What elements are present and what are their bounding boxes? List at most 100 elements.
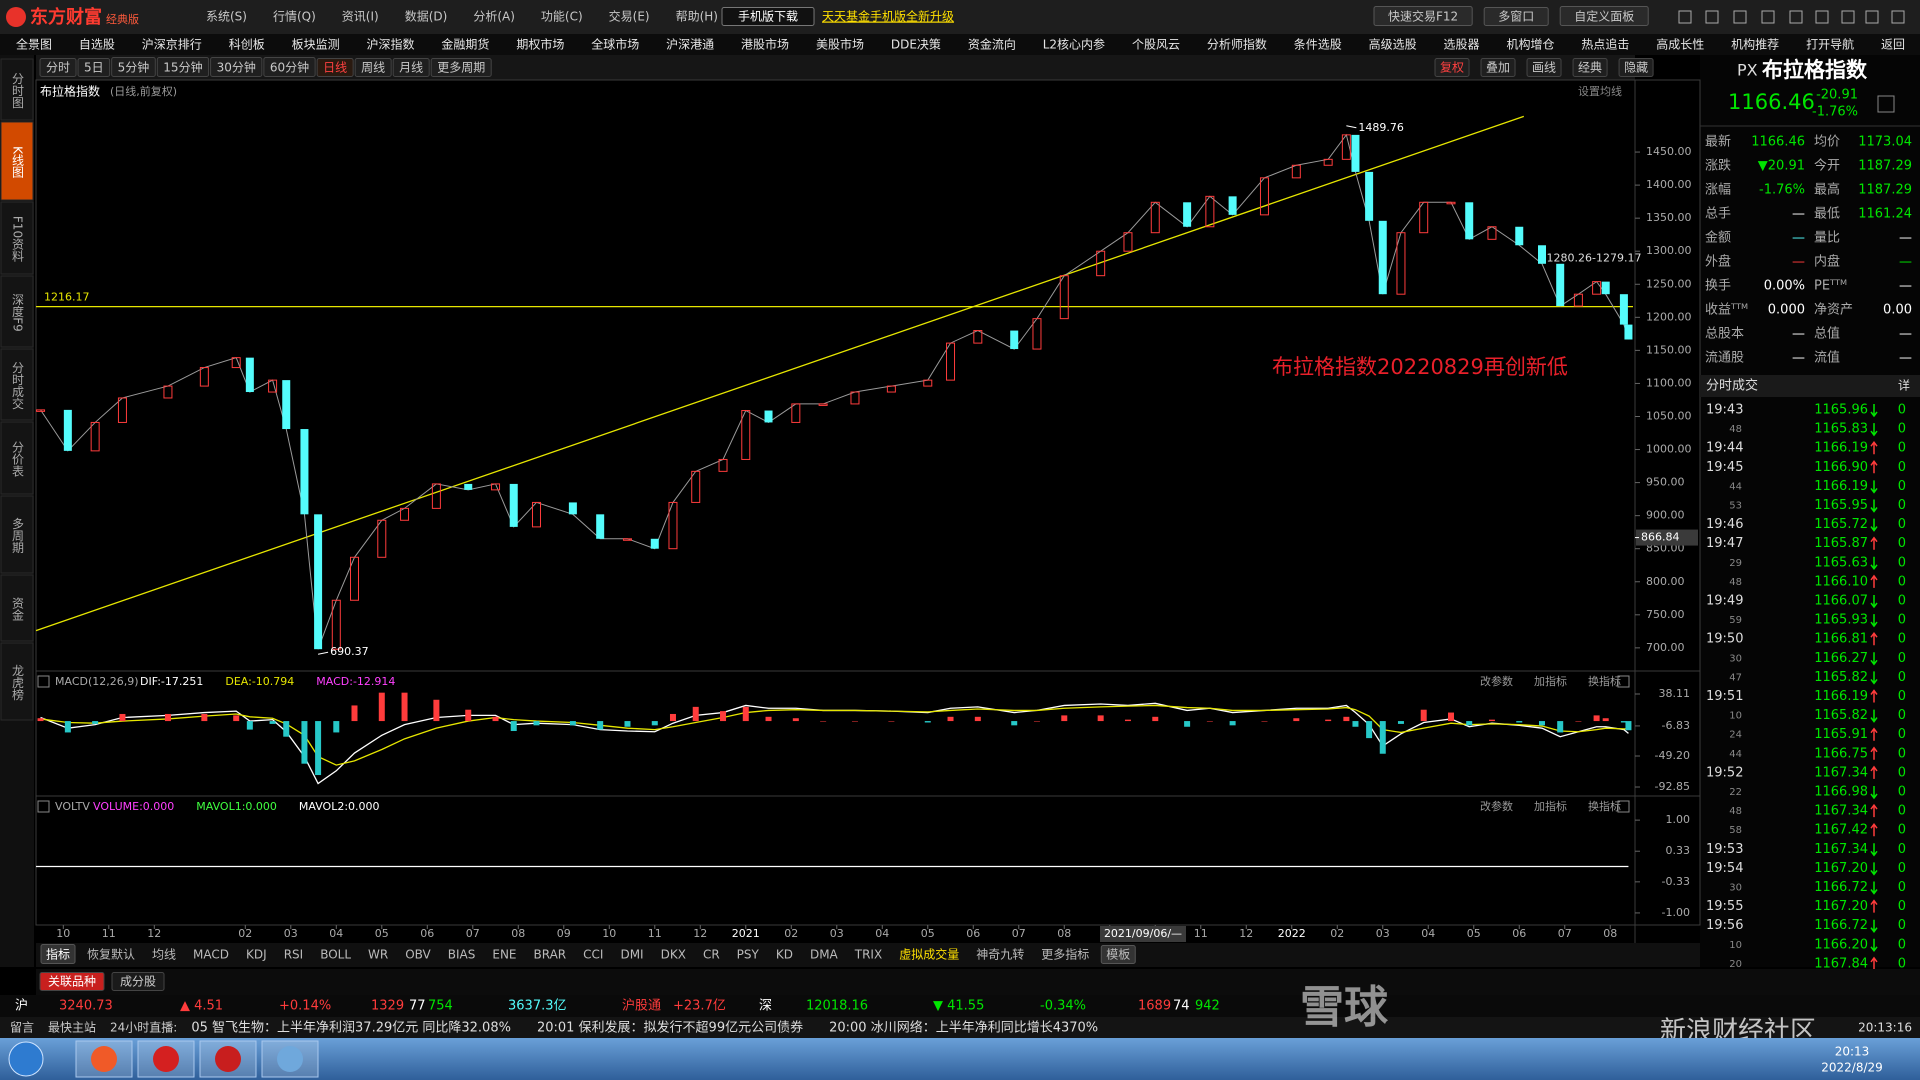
pane-button[interactable]: 换指标 [1588, 799, 1621, 813]
nav-item[interactable]: 打开导航 [1806, 37, 1854, 52]
chart-tool[interactable]: 经典 [1578, 61, 1602, 75]
window-icon[interactable] [1761, 10, 1775, 24]
nav-item[interactable]: 沪深指数 [367, 37, 415, 52]
period-button[interactable]: 5日 [84, 61, 104, 75]
side-tab[interactable]: 资金 [11, 597, 25, 621]
news-link[interactable]: 留言 [10, 1021, 34, 1035]
menu-item[interactable]: 系统(S) [206, 10, 247, 24]
side-tab[interactable]: 多周期 [11, 517, 25, 553]
nav-item[interactable]: 返回 [1881, 38, 1905, 52]
menu-item[interactable]: 功能(C) [541, 10, 583, 24]
pane-button[interactable]: 改参数 [1480, 799, 1513, 813]
period-button[interactable]: 更多周期 [437, 61, 485, 75]
indicator-tab[interactable]: 神奇九转 [976, 947, 1024, 962]
nav-item[interactable]: 全景图 [16, 37, 52, 52]
chart-tool[interactable]: 画线 [1532, 61, 1556, 75]
pane-button[interactable]: 加指标 [1534, 674, 1567, 688]
news-link[interactable]: 24小时直播: [110, 1021, 177, 1035]
menu-item[interactable]: 资讯(I) [342, 10, 379, 24]
menu-item[interactable]: 分析(A) [473, 10, 515, 24]
indicator-tab[interactable]: KDJ [246, 948, 267, 962]
news-item[interactable]: 20:00 冰川网络：上半年净利同比增长4370% [829, 1020, 1098, 1036]
tool-button[interactable]: 多窗口 [1498, 10, 1534, 24]
indicator-tab[interactable]: DMA [810, 948, 839, 962]
menu-item[interactable]: 交易(E) [609, 9, 650, 24]
indicator-tab[interactable]: BIAS [448, 948, 476, 962]
side-tab[interactable]: K线图 [11, 146, 25, 178]
menu-item[interactable]: 行情(Q) [273, 10, 316, 24]
period-button[interactable]: 分时 [46, 61, 70, 75]
promo-button[interactable]: 手机版下载 [738, 10, 798, 24]
period-button[interactable]: 月线 [399, 61, 423, 75]
side-tab[interactable]: 分时图 [11, 72, 25, 108]
ma-settings[interactable]: 设置均线 [1578, 84, 1622, 98]
tool-button[interactable]: 快速交易F12 [1388, 9, 1458, 24]
chart-tool[interactable]: 复权 [1440, 61, 1464, 75]
indicator-tab[interactable]: RSI [284, 948, 304, 962]
news-link[interactable]: 最快主站 [48, 1021, 96, 1035]
indicator-tab[interactable]: DKX [661, 948, 686, 962]
nav-item[interactable]: 机构增仓 [1506, 37, 1554, 52]
app-icon[interactable] [215, 1046, 241, 1072]
nav-item[interactable]: 金融期货 [441, 37, 489, 52]
nav-item[interactable]: 自选股 [79, 38, 115, 52]
nav-item[interactable]: DDE决策 [891, 38, 941, 52]
window-icon[interactable] [1891, 10, 1905, 24]
period-button[interactable]: 5分钟 [118, 60, 150, 75]
period-button[interactable]: 60分钟 [270, 60, 309, 75]
nav-item[interactable]: 资金流向 [968, 37, 1016, 52]
period-button[interactable]: 日线 [323, 61, 347, 75]
nav-item[interactable]: 分析师指数 [1207, 37, 1267, 52]
period-button[interactable]: 15分钟 [163, 60, 202, 75]
app-icon[interactable] [91, 1046, 117, 1072]
nav-item[interactable]: 全球市场 [591, 37, 639, 52]
side-tab[interactable]: 分价表 [11, 441, 25, 477]
nav-item[interactable]: 高成长性 [1656, 37, 1704, 52]
indicator-tab[interactable]: 恢复默认 [87, 947, 135, 962]
window-icon[interactable] [1789, 10, 1803, 24]
indicator-tab[interactable]: CR [703, 948, 720, 962]
indicator-tab[interactable]: WR [368, 948, 388, 962]
indicator-tab[interactable]: OBV [405, 948, 431, 962]
indicator-tab[interactable]: BOLL [320, 948, 351, 962]
trades-detail[interactable]: 详 [1898, 378, 1910, 393]
window-icon[interactable] [1815, 10, 1829, 24]
indicator-tab[interactable]: DMI [620, 948, 643, 962]
promo-link[interactable]: 天天基金手机版全新升级 [822, 9, 954, 24]
period-button[interactable]: 30分钟 [217, 60, 256, 75]
nav-item[interactable]: 选股器 [1444, 38, 1480, 52]
indicator-tab[interactable]: 虚拟成交量 [899, 947, 959, 962]
indicator-tab[interactable]: 更多指标 [1041, 947, 1089, 962]
nav-item[interactable]: 科创板 [229, 38, 265, 52]
bottom-tab[interactable]: 成分股 [120, 975, 156, 989]
chart-tool[interactable]: 隐藏 [1624, 61, 1648, 75]
indicator-tab[interactable]: KD [776, 948, 793, 962]
pane-button[interactable]: 换指标 [1588, 674, 1621, 688]
indicator-tab[interactable]: ENE [492, 948, 516, 962]
indicator-tab[interactable]: MACD [193, 948, 229, 962]
nav-item[interactable]: 板块监测 [292, 38, 340, 52]
menu-item[interactable]: 帮助(H) [676, 10, 718, 24]
side-tab[interactable]: F10资料 [11, 216, 25, 262]
side-tab[interactable]: 分时成交 [11, 361, 25, 410]
window-icon[interactable] [1733, 10, 1747, 24]
app-icon[interactable] [153, 1046, 179, 1072]
window-icon[interactable] [1705, 10, 1719, 24]
window-icon[interactable] [1678, 10, 1692, 24]
indicator-tab[interactable]: 均线 [152, 948, 176, 962]
indicator-tab[interactable]: 模板 [1106, 948, 1130, 962]
nav-item[interactable]: 沪深京排行 [142, 38, 202, 52]
pane-button[interactable]: 加指标 [1534, 799, 1567, 813]
nav-item[interactable]: 机构推荐 [1731, 37, 1779, 52]
tool-button[interactable]: 自定义面板 [1574, 9, 1634, 24]
news-item[interactable]: 20:01 保利发展：拟发行不超99亿元公司债券 [537, 1020, 803, 1036]
chart-tool[interactable]: 叠加 [1486, 61, 1510, 75]
pane-button[interactable]: 改参数 [1480, 674, 1513, 688]
news-item[interactable]: 05 智飞生物：上半年净利润37.29亿元 同比降32.08% [191, 1021, 511, 1036]
nav-item[interactable]: 港股市场 [741, 37, 789, 52]
nav-item[interactable]: L2核心内参 [1043, 37, 1105, 52]
nav-item[interactable]: 期权市场 [516, 37, 564, 52]
window-icon[interactable] [1865, 10, 1879, 24]
indicator-tab[interactable]: CCI [583, 948, 603, 962]
indicator-tab[interactable]: PSY [737, 948, 760, 962]
